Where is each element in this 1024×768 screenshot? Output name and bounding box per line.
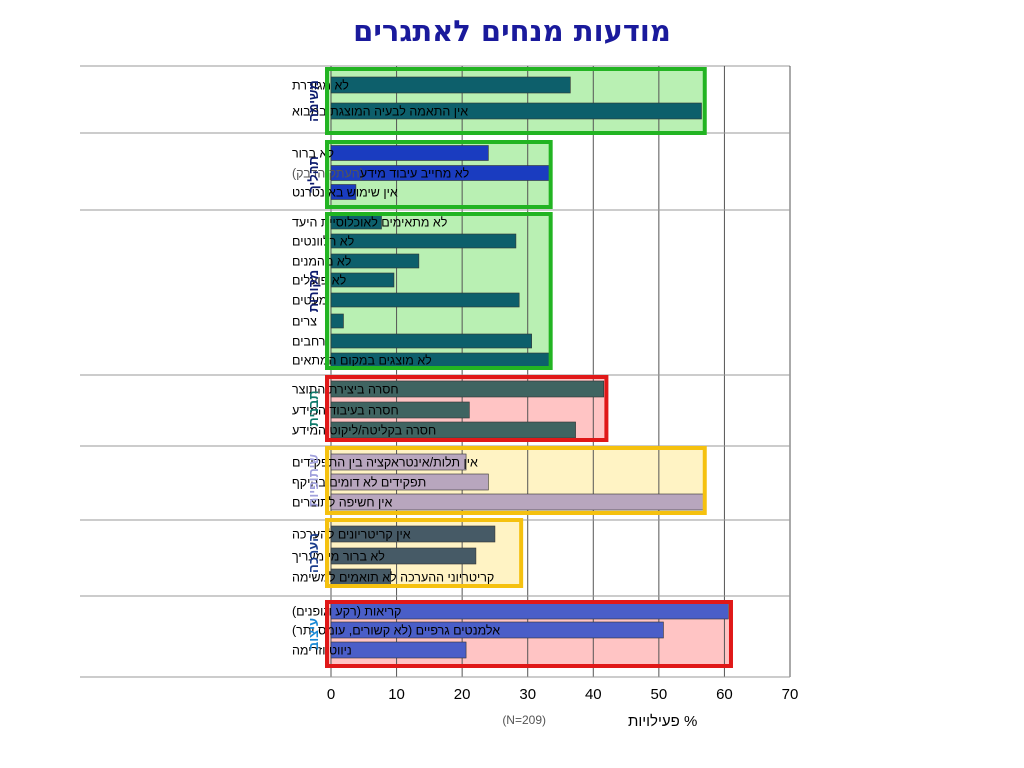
category-label: לא מוצגים במקום המתאים [292,354,432,368]
category-label: חסרה בעיבוד המידע [292,404,399,418]
category-label: אלמנטים גרפיים (לא קשורים, עומס יתר) [292,624,500,638]
category-label: לא מהמנים [292,255,352,269]
category-label: לא ברור מי מעריך [292,550,385,564]
x-tick-label: 50 [651,686,668,703]
group-box [325,212,553,370]
x-tick-label: 0 [327,686,335,703]
bar [330,313,344,329]
group-name: תהליך [306,156,321,193]
category-label: לא מתאימים לאוכלוסיית היעד [292,216,448,230]
category-label: לא פועלים [292,274,347,288]
bar [330,380,605,398]
bar [330,253,420,269]
bar [330,333,532,349]
x-tick-label: 60 [716,686,733,703]
category-label: קריאות (רקע וגופנים) [292,605,401,619]
bar [330,272,395,288]
category-label: לא מגודרת [292,79,349,93]
bar [330,292,520,308]
x-tick-label: 20 [454,686,471,703]
bar [330,401,470,419]
bar [330,184,357,200]
category-label-main: לא מחייב עיבוד מידע [360,167,470,181]
category-label: לא מחייב עיבוד מידע(העתק הדבק) [292,167,470,181]
group-name: משימה [306,80,321,122]
category-label: קריטריוני ההערכה לא תואמים למשימה [292,571,494,585]
category-label: ניווט וזרימה [292,644,352,658]
category-label: רחבים [292,335,325,349]
group-name: שיתופיות [306,454,321,507]
bar [330,102,702,120]
x-tick-label: 70 [782,686,799,703]
x-tick-label: 10 [388,686,405,703]
bar [330,525,496,543]
x-axis-note: (N=209) [502,713,546,727]
group-box [325,518,524,588]
group-name: מקורות [306,270,321,312]
category-label: אין התאמה לבעיה המוצגת במבוא [292,105,468,119]
category-label: חסרה ביצירת התוצר [292,383,399,397]
bar [330,641,467,659]
category-label: מעטים [292,294,327,308]
category-label: אין שימוש באינטרנט [292,186,398,200]
chart-title: מודעות מנחים לאתגרים [353,14,671,48]
group-box [325,446,707,515]
bar [330,76,571,94]
bar [330,473,489,491]
category-label: אין קריטריונים להערכה [292,528,411,542]
bar [330,145,489,161]
x-axis-label: % פעילויות [628,713,697,730]
group-box [325,67,707,135]
category-label: צרים [292,315,317,329]
category-label: לא רלוונטים [292,235,355,249]
group-box [325,600,733,668]
category-label: אין תלות/אינטראקציה בין התפקידים [292,456,478,470]
bar [330,547,477,565]
bar [330,621,664,639]
category-label: אין חשיפה לתוצרים [292,496,393,510]
group-name: הערכה [306,533,321,573]
bar [330,453,467,471]
x-tick-label: 30 [519,686,536,703]
group-box [325,375,609,442]
bar [330,233,517,249]
group-box [325,140,553,209]
group-name: תבנית [306,390,321,426]
category-label: לא ברור [292,147,334,161]
group-name: עיצוב [306,618,321,650]
x-tick-label: 40 [585,686,602,703]
